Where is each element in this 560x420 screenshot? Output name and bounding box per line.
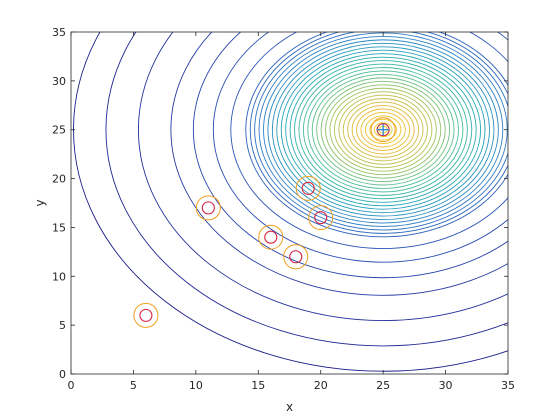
contour-level [311,73,455,186]
contour-level [138,32,508,321]
contour-level [289,56,477,203]
contour-level [212,32,508,263]
x-tick-label: 25 [376,379,390,392]
point-outer-marker [195,195,221,221]
contour-level [373,122,393,138]
contour-level [192,32,508,279]
contour-level [271,42,495,217]
point-outer-marker [258,224,284,250]
contour-level [325,84,442,176]
x-tick-label: 0 [68,379,75,392]
contour-level [230,32,508,249]
y-tick-label: 0 [59,368,66,381]
point-outer-marker [370,117,396,143]
contour-level [338,94,428,165]
y-tick-label: 15 [52,221,66,234]
x-tick-label: 35 [501,379,515,392]
point-inner-marker [201,201,215,215]
contour-level [364,115,402,144]
contour-level [245,32,508,238]
contour-level [267,39,499,221]
contour-level [254,32,508,231]
x-tick-label: 10 [189,379,203,392]
axes-box [70,31,509,375]
contour-level [316,77,451,183]
contour-level [347,101,420,158]
contour-level [369,118,397,141]
contour-level [342,98,424,162]
contour-level [302,67,464,193]
contour-level [105,32,508,347]
x-axis-label: x [286,400,293,414]
y-tick-label: 20 [52,173,66,186]
contour-level [320,80,446,179]
contour-level [329,87,437,172]
x-tick-label: 20 [314,379,328,392]
contour-level [249,32,508,234]
y-axis-label: y [33,199,47,206]
point-outer-marker [133,302,159,328]
point-markers [133,117,396,328]
point-inner-marker [301,181,315,195]
contour-level [170,32,508,296]
contour-level [263,35,504,224]
point-inner-marker [139,308,153,322]
contour-level [280,49,486,210]
y-tick-label: 10 [52,270,66,283]
y-tick-label: 5 [59,319,66,332]
y-tick-label: 35 [52,26,66,39]
y-tick-label: 30 [52,75,66,88]
x-tick-label: 15 [251,379,265,392]
point-outer-marker [308,205,334,231]
point-inner-marker [264,230,278,244]
contour-level [356,108,411,151]
contour-level [360,111,406,148]
contour-level [307,70,459,189]
point-outer-marker [295,175,321,201]
x-tick-label: 30 [439,379,453,392]
point-inner-marker [289,250,303,264]
axes: 0 5 10 15 20 25 30 35 0 5 10 15 20 25 30 35 [52,26,515,392]
x-tick-label: 5 [130,379,137,392]
contour-level [333,91,433,169]
contour-level [285,53,482,207]
point-inner-marker [314,211,328,225]
point-outer-marker [283,244,309,270]
contour-level [294,60,473,200]
contour-level [298,63,468,196]
contour-level [351,105,415,155]
y-tick-label: 25 [52,124,66,137]
contour-level [276,46,490,214]
